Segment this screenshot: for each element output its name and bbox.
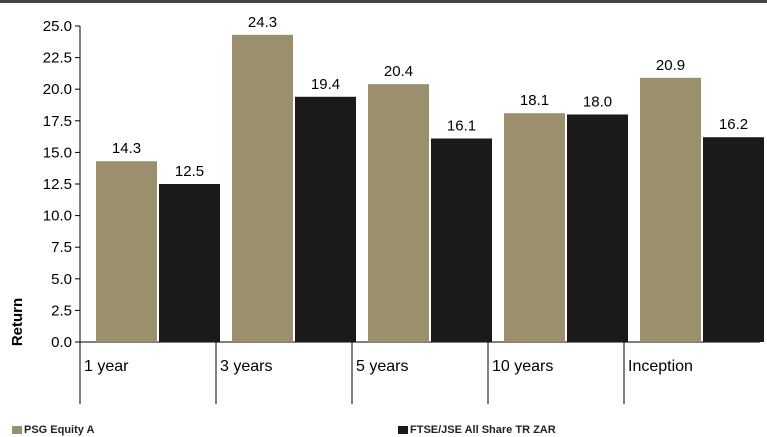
legend-item-ftse: FTSE/JSE All Share TR ZAR [398, 424, 556, 436]
bar-psg [504, 113, 565, 342]
bar-psg [232, 34, 293, 343]
bar-ftse [703, 137, 764, 342]
y-tick-label: 22.5 [43, 50, 72, 67]
legend-item-psg: PSG Equity A [12, 424, 95, 436]
data-label: 18.1 [520, 92, 549, 109]
y-tick-label: 25.0 [43, 18, 72, 35]
y-tick-label: 12.5 [43, 176, 72, 193]
legend-label-ftse: FTSE/JSE All Share TR ZAR [410, 424, 556, 436]
data-label: 14.3 [112, 140, 141, 157]
axes: 0.0 2.5 5.0 7.5 10.0 12.5 15.0 17.5 20.0 22.5 25.0… [43, 18, 760, 404]
top-border [0, 0, 767, 3]
x-tick-label: 3 years [220, 358, 272, 375]
data-label: 18.0 [583, 93, 612, 110]
data-label: 19.4 [311, 76, 340, 93]
y-axis-label: Return [9, 298, 26, 346]
legend-swatch-psg [12, 426, 22, 434]
data-label: 20.4 [384, 63, 413, 80]
x-tick-label: 10 years [492, 358, 553, 375]
y-tick-label: 20.0 [43, 81, 72, 98]
bar-ftse [567, 114, 628, 342]
x-tick-label: 5 years [356, 358, 408, 375]
bar-ftse [159, 184, 220, 342]
data-label: 24.3 [248, 14, 277, 31]
data-label: 20.9 [656, 57, 685, 74]
y-tick-label: 0.0 [51, 334, 72, 351]
bar-ftse [431, 138, 492, 342]
bar-psg [96, 161, 157, 342]
y-tick-label: 5.0 [51, 271, 72, 288]
bar-ftse [295, 96, 356, 342]
y-tick-label: 10.0 [43, 208, 72, 225]
y-tick-label: 17.5 [43, 113, 72, 130]
legend-label-psg: PSG Equity A [24, 424, 95, 436]
bar-chart: 0.0 2.5 5.0 7.5 10.0 12.5 15.0 17.5 20.0 22.5 25.0… [9, 14, 764, 404]
bar-psg [368, 84, 429, 343]
data-labels-group: 14.3 12.5 24.3 19.4 20.4 16.1 18.1 18.0 20.9 16.2 [112, 14, 748, 180]
x-tick-label: 1 year [84, 358, 129, 375]
legend-swatch-ftse [398, 426, 408, 434]
y-tick-label: 2.5 [51, 302, 72, 319]
bar-psg [640, 77, 701, 342]
bars-group [96, 34, 764, 343]
y-tick-label: 7.5 [51, 239, 72, 256]
data-label: 16.1 [447, 117, 476, 134]
data-label: 12.5 [175, 163, 204, 180]
y-tick-label: 15.0 [43, 144, 72, 161]
x-tick-label: Inception [628, 358, 693, 375]
data-label: 16.2 [719, 116, 748, 133]
